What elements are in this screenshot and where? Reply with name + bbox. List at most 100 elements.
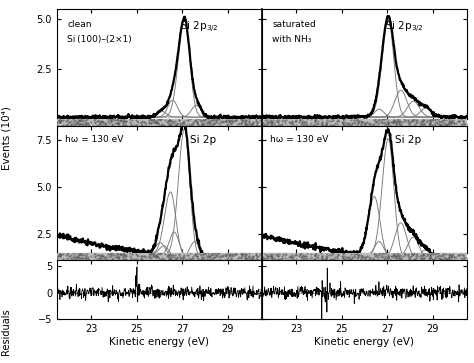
Point <box>443 117 450 123</box>
Point <box>187 123 195 129</box>
Point <box>119 122 127 128</box>
Point <box>443 122 450 128</box>
Point <box>374 257 382 263</box>
Point <box>445 254 452 260</box>
Point <box>68 256 75 262</box>
Point <box>68 122 75 127</box>
Point <box>219 253 227 259</box>
Point <box>410 256 418 262</box>
Point <box>426 254 433 260</box>
Point <box>434 116 441 122</box>
Point <box>457 255 465 261</box>
Point <box>333 121 340 127</box>
Point <box>63 122 70 128</box>
Point <box>168 118 176 123</box>
Point <box>226 252 234 258</box>
Point <box>317 256 325 261</box>
Point <box>113 120 121 126</box>
Point <box>274 256 282 262</box>
Point <box>394 253 402 258</box>
Point <box>253 123 261 129</box>
Point <box>175 118 183 123</box>
Point <box>279 253 286 258</box>
Point <box>378 117 386 122</box>
Point <box>269 117 276 123</box>
Point <box>317 116 325 122</box>
Point <box>200 251 207 257</box>
Point <box>90 123 97 129</box>
Point <box>230 252 237 258</box>
Point <box>312 250 320 256</box>
Point <box>423 251 431 257</box>
Point <box>268 122 275 127</box>
Point <box>459 118 466 124</box>
Point <box>451 254 458 260</box>
Point <box>334 253 341 258</box>
Point <box>168 123 176 129</box>
Point <box>328 116 336 122</box>
Point <box>405 256 412 261</box>
Point <box>198 121 205 126</box>
Point <box>427 119 434 125</box>
Point <box>381 123 388 129</box>
Point <box>275 257 283 262</box>
Point <box>119 257 127 263</box>
Point <box>435 121 442 127</box>
Point <box>107 118 115 124</box>
Point <box>383 116 390 122</box>
Point <box>366 122 374 127</box>
Point <box>116 255 123 261</box>
Point <box>65 119 73 125</box>
Point <box>444 121 451 126</box>
Point <box>361 121 368 127</box>
Point <box>380 123 387 129</box>
Point <box>133 118 140 124</box>
Point <box>417 118 425 124</box>
Point <box>413 251 421 257</box>
Point <box>184 252 192 257</box>
Point <box>179 253 187 259</box>
Point <box>73 120 81 126</box>
Point <box>431 116 439 122</box>
Point <box>98 122 106 127</box>
Point <box>266 119 273 125</box>
Point <box>460 120 468 126</box>
Point <box>371 119 378 125</box>
Point <box>120 252 128 258</box>
Point <box>292 257 300 262</box>
Point <box>288 253 295 259</box>
Point <box>127 119 134 125</box>
Point <box>258 257 266 262</box>
Point <box>453 257 460 263</box>
Point <box>56 119 64 125</box>
Point <box>355 120 362 126</box>
Point <box>253 254 261 260</box>
Point <box>454 118 462 124</box>
Point <box>419 256 426 261</box>
Point <box>332 254 339 260</box>
Point <box>108 116 115 122</box>
Point <box>264 120 271 126</box>
Point <box>384 254 392 260</box>
Point <box>282 254 289 260</box>
Point <box>99 253 107 259</box>
Point <box>310 256 317 262</box>
Point <box>419 118 427 124</box>
Point <box>365 254 373 260</box>
Point <box>212 118 220 123</box>
Point <box>204 250 212 256</box>
Point <box>114 121 122 127</box>
Point <box>194 119 201 125</box>
Point <box>299 118 307 124</box>
Point <box>248 257 256 263</box>
Point <box>428 123 436 129</box>
Point <box>237 256 245 261</box>
Text: Si 2p: Si 2p <box>395 135 421 145</box>
Point <box>430 256 438 262</box>
Point <box>275 252 283 257</box>
Point <box>104 118 112 124</box>
Point <box>199 254 206 260</box>
Point <box>394 257 401 262</box>
Point <box>342 256 350 261</box>
Point <box>307 256 314 262</box>
